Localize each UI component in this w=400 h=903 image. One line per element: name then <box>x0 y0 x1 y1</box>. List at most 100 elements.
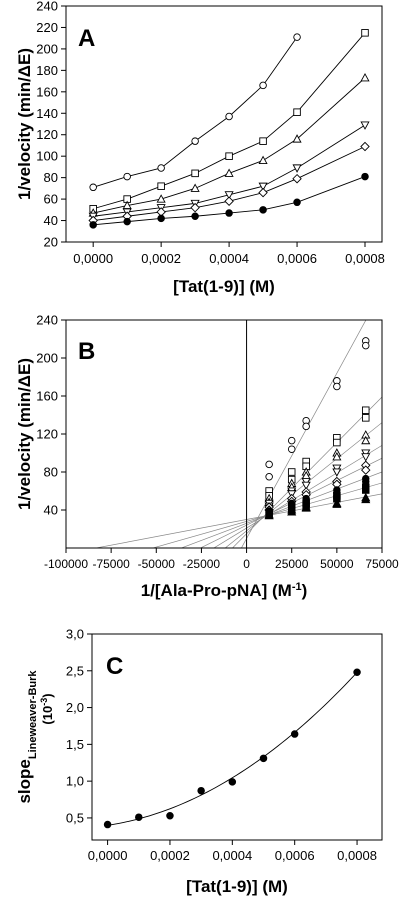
fit-line <box>199 457 382 548</box>
y-tick-label: 3,0 <box>66 627 84 642</box>
data-point <box>166 811 174 820</box>
data-point <box>292 173 302 184</box>
data-point <box>157 164 165 172</box>
y-tick-label: 2,5 <box>66 663 84 678</box>
data-point <box>360 141 370 152</box>
fit-line <box>224 422 382 548</box>
y-tick-label: 0,5 <box>66 810 84 825</box>
data-point <box>123 172 131 181</box>
data-point <box>287 468 296 476</box>
y-tick-label: 120 <box>36 127 58 142</box>
data-point <box>258 187 268 198</box>
series-line <box>93 124 366 217</box>
data-point <box>290 730 299 738</box>
data-point <box>361 494 371 504</box>
data-point <box>361 341 370 350</box>
data-point <box>361 453 371 462</box>
x-tick-label: 0,0006 <box>275 848 315 863</box>
y-axis-unit-suffix: ) <box>40 693 55 697</box>
panel-label: A <box>78 25 95 52</box>
x-axis-label-sup: -1 <box>292 581 302 593</box>
x-tick-label: 0,0000 <box>73 251 113 266</box>
series-line <box>93 146 366 221</box>
data-point <box>293 108 301 116</box>
data-point <box>353 668 361 677</box>
fit-curve <box>107 672 358 826</box>
x-tick-label: -50000 <box>138 557 176 571</box>
y-tick-label: 200 <box>36 351 58 366</box>
data-point <box>361 29 369 37</box>
fit-line <box>240 320 367 548</box>
plot-frame <box>65 5 383 243</box>
y-tick-label: 1,0 <box>66 774 84 789</box>
x-tick-label: -100000 <box>44 557 88 571</box>
y-tick-label: 80 <box>44 465 58 480</box>
y-axis-label-main: slope <box>15 759 34 803</box>
data-point <box>191 137 199 145</box>
x-tick-label: 0,0002 <box>141 251 181 266</box>
y-tick-label: 160 <box>36 389 58 404</box>
y-tick-label: 20 <box>44 235 58 250</box>
data-point <box>225 152 233 160</box>
data-point <box>259 754 268 763</box>
y-axis-unit: (10-3) <box>39 693 55 724</box>
x-tick-label: 0,0008 <box>345 251 385 266</box>
x-tick-label: 0,0004 <box>209 251 249 266</box>
x-tick-label: 0,0006 <box>277 251 317 266</box>
y-axis-label-sub: Lineweaver-Burk <box>27 670 39 760</box>
y-tick-label: 140 <box>36 106 58 121</box>
y-axis-label: 1/velocity (min/ΔE) <box>15 48 34 200</box>
data-point <box>287 445 296 453</box>
data-point <box>265 473 273 481</box>
data-point <box>265 460 273 469</box>
data-point <box>157 214 165 223</box>
y-tick-label: 2,0 <box>66 700 84 715</box>
x-tick-label: 0,0004 <box>212 848 252 863</box>
plot-frame <box>65 319 383 549</box>
data-point <box>225 112 233 121</box>
data-point <box>156 194 166 203</box>
series-line <box>93 32 366 210</box>
x-tick-label: 50000 <box>320 557 354 571</box>
panel-label: C <box>106 653 123 680</box>
y-axis-unit-sup: -3 <box>39 698 49 706</box>
panel-c: 0,5 1,0 1,5 2,0 2,5 3,0 0,0000 0,0002 0,0004 0,00… <box>15 627 383 896</box>
x-tick-label: 0,0000 <box>88 848 128 863</box>
data-point <box>190 183 200 192</box>
panel-label: B <box>78 338 95 365</box>
y-tick-label: 80 <box>44 170 58 185</box>
data-point <box>361 465 371 475</box>
data-point <box>333 438 341 447</box>
data-point <box>224 168 234 177</box>
data-point <box>259 81 267 90</box>
x-tick-label: 0 <box>243 557 250 571</box>
data-point <box>197 786 205 795</box>
fit-line <box>231 396 382 548</box>
data-point <box>287 507 297 516</box>
x-axis-label-suffix: ) <box>302 581 308 600</box>
data-point <box>259 137 267 145</box>
series-line <box>93 176 366 226</box>
y-tick-label: 100 <box>36 149 58 164</box>
data-point <box>361 435 371 445</box>
x-axis-label: 1/[Ala-Pro-pNA] (M-1) <box>141 581 308 600</box>
data-point <box>332 499 342 508</box>
data-point <box>123 217 131 226</box>
data-point <box>292 134 302 143</box>
data-point <box>191 212 199 221</box>
data-point <box>191 169 199 178</box>
y-axis-label: slopeLineweaver-Burk <box>15 670 39 804</box>
data-point <box>360 73 370 82</box>
x-tick-label: -25000 <box>183 557 221 571</box>
x-axis-label: [Tat(1-9)] (M) <box>186 877 288 896</box>
y-tick-label: 1,5 <box>66 737 84 752</box>
y-tick-label: 220 <box>36 20 58 35</box>
data-point <box>264 510 274 520</box>
y-axis-label: 1/velocity (min/ΔE) <box>15 358 34 510</box>
data-point <box>225 209 233 217</box>
series-line <box>93 36 298 188</box>
data-point <box>89 183 97 192</box>
data-point <box>301 503 311 512</box>
data-point <box>360 121 370 130</box>
